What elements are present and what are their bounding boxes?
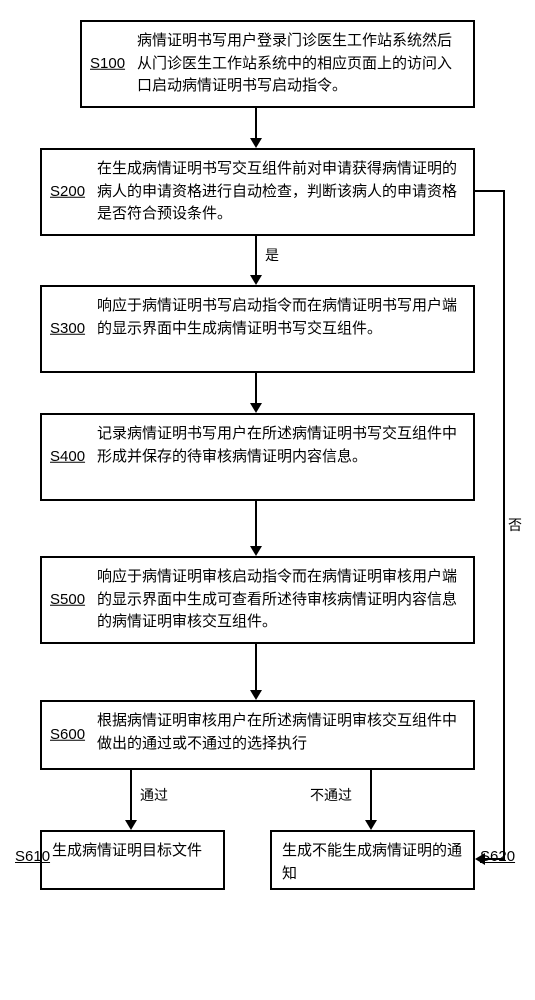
step-s600-text: 根据病情证明审核用户在所述病情证明审核交互组件中做出的通过或不通过的选择执行 <box>97 710 463 755</box>
step-s100-label: S100 <box>90 53 125 76</box>
step-s500-text: 响应于病情证明审核启动指令而在病情证明审核用户端的显示界面中生成可查看所述待审核… <box>97 566 463 634</box>
step-s200-text: 在生成病情证明书写交互组件前对申请获得病情证明的病人的申请资格进行自动检查，判断… <box>97 158 463 226</box>
arrow-s600-s620-line <box>370 770 372 820</box>
step-s400-box: S400 记录病情证明书写用户在所述病情证明书写交互组件中形成并保存的待审核病情… <box>40 413 475 501</box>
flowchart-container: S100 病情证明书写用户登录门诊医生工作站系统然后从门诊医生工作站系统中的相应… <box>15 20 520 980</box>
arrow-s200-s300-head <box>250 275 262 285</box>
step-s300-label: S300 <box>50 318 85 341</box>
edge-label-yes: 是 <box>265 245 279 265</box>
arrow-s100-s200-head <box>250 138 262 148</box>
step-s500-label: S500 <box>50 589 85 612</box>
edge-label-pass: 通过 <box>140 785 168 805</box>
step-s500-box: S500 响应于病情证明审核启动指令而在病情证明审核用户端的显示界面中生成可查看… <box>40 556 475 644</box>
arrow-s600-s620-head <box>365 820 377 830</box>
arrow-no-seg1 <box>475 190 505 192</box>
step-s400-label: S400 <box>50 446 85 469</box>
arrow-s600-s610-line <box>130 770 132 820</box>
arrow-s400-s500-line <box>255 501 257 546</box>
arrow-no-seg3 <box>485 858 505 860</box>
step-s400-text: 记录病情证明书写用户在所述病情证明书写交互组件中形成并保存的待审核病情证明内容信… <box>97 423 463 468</box>
edge-label-no: 否 <box>508 515 522 535</box>
arrow-s500-s600-line <box>255 644 257 690</box>
arrow-s400-s500-head <box>250 546 262 556</box>
step-s200-label: S200 <box>50 181 85 204</box>
step-s200-box: S200 在生成病情证明书写交互组件前对申请获得病情证明的病人的申请资格进行自动… <box>40 148 475 236</box>
step-s620-text: 生成不能生成病情证明的通知 <box>282 840 463 885</box>
step-s600-label: S600 <box>50 724 85 747</box>
arrow-no-seg2 <box>503 190 505 860</box>
arrow-s200-s300-line <box>255 236 257 275</box>
arrow-no-head <box>475 853 485 865</box>
step-s610-label: S610 <box>15 848 50 865</box>
step-s300-text: 响应于病情证明书写启动指令而在病情证明书写用户端的显示界面中生成病情证明书写交互… <box>97 295 463 340</box>
step-s600-box: S600 根据病情证明审核用户在所述病情证明审核交互组件中做出的通过或不通过的选… <box>40 700 475 770</box>
step-s300-box: S300 响应于病情证明书写启动指令而在病情证明书写用户端的显示界面中生成病情证… <box>40 285 475 373</box>
step-s610-box: 生成病情证明目标文件 <box>40 830 225 890</box>
arrow-s300-s400-line <box>255 373 257 403</box>
step-s620-box: 生成不能生成病情证明的通知 <box>270 830 475 890</box>
step-s100-box: S100 病情证明书写用户登录门诊医生工作站系统然后从门诊医生工作站系统中的相应… <box>80 20 475 108</box>
arrow-s600-s610-head <box>125 820 137 830</box>
step-s100-text: 病情证明书写用户登录门诊医生工作站系统然后从门诊医生工作站系统中的相应页面上的访… <box>137 30 463 98</box>
edge-label-fail: 不通过 <box>310 785 352 805</box>
step-s620-label: S620 <box>480 848 515 865</box>
arrow-s100-s200-line <box>255 108 257 138</box>
step-s610-text: 生成病情证明目标文件 <box>52 840 213 863</box>
arrow-s300-s400-head <box>250 403 262 413</box>
arrow-s500-s600-head <box>250 690 262 700</box>
